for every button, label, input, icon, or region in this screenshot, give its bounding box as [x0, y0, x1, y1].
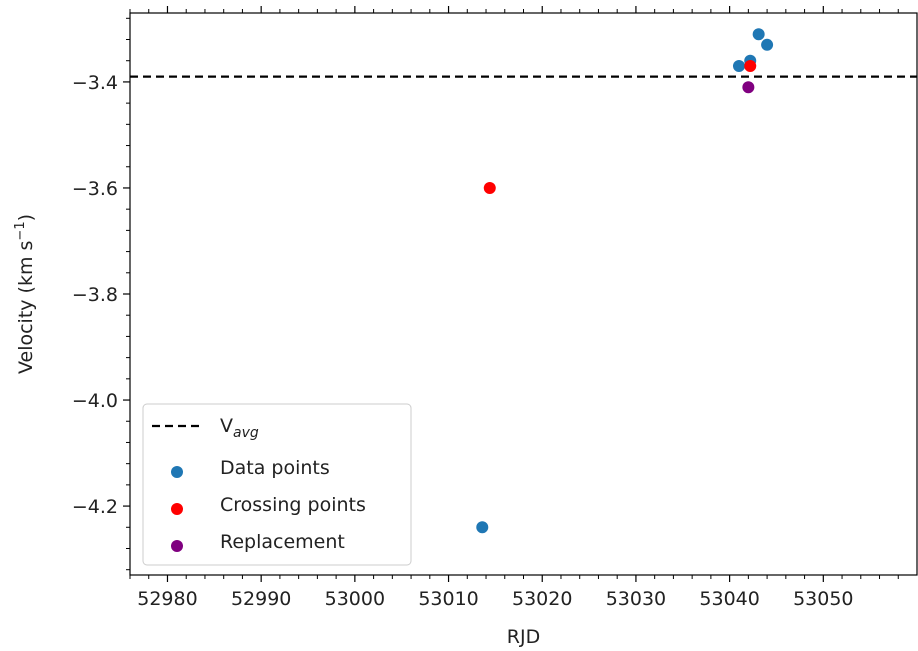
- y-tick-label: −3.6: [72, 178, 118, 200]
- data-points-point: [476, 521, 489, 534]
- data-points-group: [476, 28, 774, 534]
- x-axis-label: RJD: [507, 626, 540, 648]
- legend-label-average-subscript: avg: [233, 425, 259, 441]
- x-tick-label: 53030: [606, 588, 666, 610]
- crossing-points-point: [744, 60, 757, 73]
- crossing-points-point: [483, 181, 496, 194]
- replacement-point: [742, 81, 755, 94]
- y-tick-label: −3.8: [72, 284, 118, 306]
- data-points-point: [761, 38, 774, 51]
- y-tick-label: −4.0: [72, 390, 118, 412]
- data-points-point: [752, 28, 765, 41]
- legend-label-replacement: Replacement: [220, 531, 345, 553]
- x-tick-label: 53010: [418, 588, 478, 610]
- legend-replacement-marker: [171, 540, 183, 552]
- x-tick-label: 53040: [699, 588, 759, 610]
- x-tick-label: 53050: [793, 588, 853, 610]
- x-tick-label: 52990: [231, 588, 291, 610]
- y-axis-label: Velocity (km s−1): [13, 214, 37, 374]
- y-tick-label: −4.2: [72, 496, 118, 518]
- legend-crossing-points-marker: [171, 503, 183, 515]
- y-axis-label-superscript: −1: [13, 221, 28, 240]
- x-tick-label: 52980: [137, 588, 197, 610]
- data-points-point: [732, 60, 745, 73]
- x-tick-label: 53020: [512, 588, 572, 610]
- legend-box: [142, 403, 412, 566]
- legend-label-crossing-points: Crossing points: [220, 494, 366, 516]
- axes-group: 52980 52990 53000 53010 53020 53030 53040 53050…: [72, 6, 918, 610]
- legend-data-points-marker: [171, 466, 183, 478]
- x-tick-label: 53000: [325, 588, 385, 610]
- y-axis-label-close: ): [15, 214, 37, 221]
- legend-label-data-points: Data points: [220, 457, 330, 479]
- y-tick-label: −3.4: [72, 72, 118, 94]
